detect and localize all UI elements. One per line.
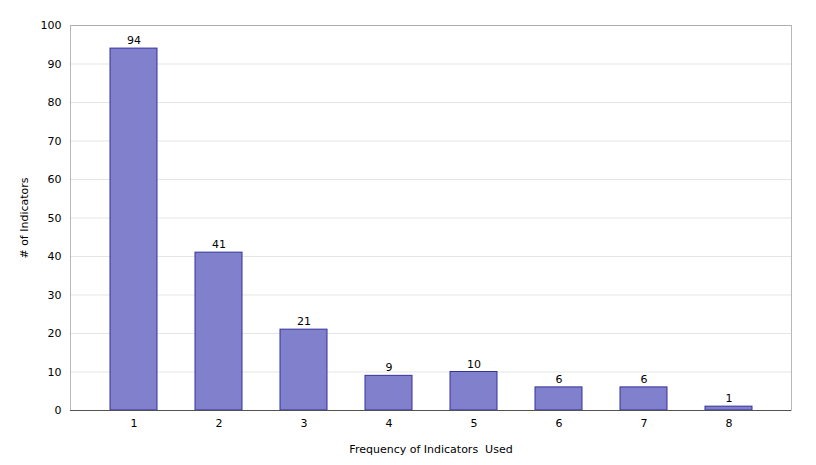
svg-text:3: 3 xyxy=(301,417,308,430)
svg-text:40: 40 xyxy=(48,250,62,263)
svg-text:6: 6 xyxy=(556,373,563,386)
svg-text:70: 70 xyxy=(48,135,62,148)
svg-text:4: 4 xyxy=(386,417,393,430)
svg-text:90: 90 xyxy=(48,58,62,71)
svg-text:2: 2 xyxy=(216,417,223,430)
svg-text:Frequency of Indicators Used: Frequency of Indicators Used xyxy=(349,443,512,456)
svg-text:# of Indicators: # of Indicators xyxy=(18,177,31,258)
svg-text:94: 94 xyxy=(127,34,141,47)
svg-text:6: 6 xyxy=(641,373,648,386)
svg-text:9: 9 xyxy=(386,361,393,374)
svg-text:10: 10 xyxy=(48,366,62,379)
svg-text:50: 50 xyxy=(48,212,62,225)
svg-text:5: 5 xyxy=(471,417,478,430)
svg-text:80: 80 xyxy=(48,96,62,109)
svg-text:6: 6 xyxy=(556,417,563,430)
svg-text:60: 60 xyxy=(48,173,62,186)
svg-text:1: 1 xyxy=(131,417,138,430)
svg-text:7: 7 xyxy=(641,417,648,430)
svg-text:41: 41 xyxy=(212,238,226,251)
svg-text:0: 0 xyxy=(55,404,62,417)
svg-text:10: 10 xyxy=(467,358,481,371)
svg-text:1: 1 xyxy=(726,392,733,405)
svg-text:21: 21 xyxy=(297,315,311,328)
svg-text:20: 20 xyxy=(48,327,62,340)
svg-text:30: 30 xyxy=(48,289,62,302)
svg-text:100: 100 xyxy=(41,19,62,32)
svg-text:8: 8 xyxy=(726,417,733,430)
